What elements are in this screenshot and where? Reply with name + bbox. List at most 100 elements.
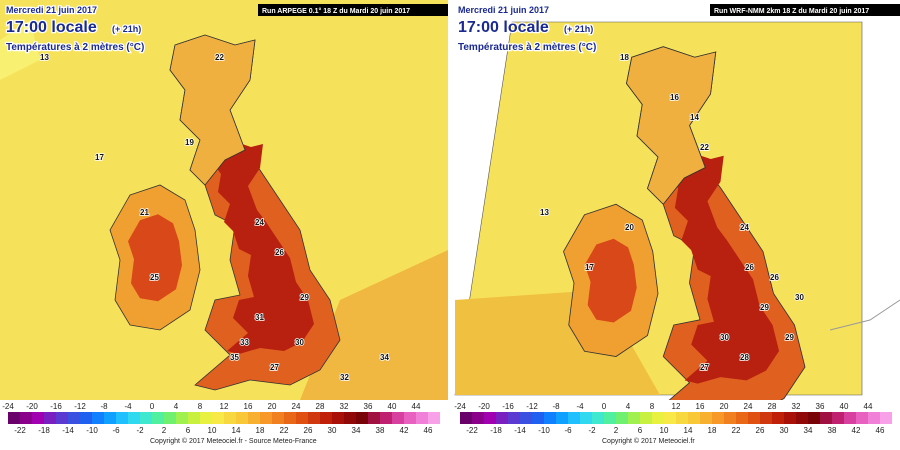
legend-bottom-label: -22	[466, 426, 478, 435]
legend-bottom-label: 34	[352, 426, 361, 435]
legend-bottom-label: -10	[86, 426, 98, 435]
temperature-label: 29	[760, 303, 769, 312]
temperature-label: 17	[585, 263, 594, 272]
legend-top-label: -12	[74, 402, 86, 411]
legend-bottom-label: 46	[424, 426, 433, 435]
forecast-time: 17:00 locale	[6, 19, 97, 36]
legend-swatch	[344, 412, 356, 424]
legend-swatch	[332, 412, 344, 424]
legend-swatch	[248, 412, 260, 424]
legend-swatch	[628, 412, 640, 424]
temperature-label: 13	[540, 208, 549, 217]
legend-top-label: 0	[602, 402, 607, 411]
legend-swatch	[104, 412, 116, 424]
legend-swatch	[748, 412, 760, 424]
legend-bottom-label: -6	[564, 426, 572, 435]
temperature-label: 18	[620, 53, 629, 62]
right-map	[452, 0, 900, 421]
legend-bottom-label: 14	[232, 426, 241, 435]
legend-swatch	[56, 412, 68, 424]
legend-bottom-label: 26	[756, 426, 765, 435]
legend-swatch	[92, 412, 104, 424]
legend-swatch	[772, 412, 784, 424]
legend-top-label: 40	[388, 402, 397, 411]
legend-bottom-label: 2	[614, 426, 619, 435]
temperature-label: 26	[275, 248, 284, 257]
legend-bottom-label: -2	[588, 426, 596, 435]
legend-swatch	[260, 412, 272, 424]
legend-top-label: 24	[292, 402, 301, 411]
legend-bottom-label: -6	[112, 426, 120, 435]
legend-top-label: 32	[792, 402, 801, 411]
legend-swatch	[320, 412, 332, 424]
legend-top-label: 8	[198, 402, 203, 411]
temperature-label: 16	[670, 93, 679, 102]
legend-bottom-label: 38	[828, 426, 837, 435]
temperature-label: 19	[185, 138, 194, 147]
legend-swatch	[236, 412, 248, 424]
legend-bottom-label: 14	[684, 426, 693, 435]
run-info: Run WRF-NMM 2km 18 Z du Mardi 20 juin 20…	[714, 8, 869, 15]
legend-bottom-label: -22	[14, 426, 26, 435]
legend-swatch	[32, 412, 44, 424]
legend-swatch	[640, 412, 652, 424]
legend-swatch	[532, 412, 544, 424]
legend-swatch	[520, 412, 532, 424]
temperature-label: 27	[700, 363, 709, 372]
legend-top-label: 32	[340, 402, 349, 411]
legend-swatch	[676, 412, 688, 424]
temperature-label: 33	[240, 338, 249, 347]
legend-bottom-label: -18	[38, 426, 50, 435]
legend-bottom-label: 10	[208, 426, 217, 435]
forecast-lead: (+ 21h)	[112, 24, 141, 34]
legend-swatch	[188, 412, 200, 424]
legend-swatch	[724, 412, 736, 424]
legend-swatch	[760, 412, 772, 424]
legend-swatch	[308, 412, 320, 424]
legend-bottom-label: -14	[514, 426, 526, 435]
left-map	[0, 0, 448, 400]
legend-top-label: 28	[316, 402, 325, 411]
legend-swatch	[416, 412, 428, 424]
temperature-label: 20	[625, 223, 634, 232]
legend-swatch	[200, 412, 212, 424]
legend-swatch	[176, 412, 188, 424]
legend-swatch	[284, 412, 296, 424]
legend-top-label: 12	[220, 402, 229, 411]
legend-bottom-label: 30	[328, 426, 337, 435]
legend-swatch	[880, 412, 892, 424]
legend-swatch	[496, 412, 508, 424]
legend-top-label: 4	[174, 402, 179, 411]
legend-bottom-label: 42	[852, 426, 861, 435]
legend-top-label: 20	[268, 402, 277, 411]
run-box	[710, 4, 900, 16]
legend-top-label: -4	[576, 402, 584, 411]
variable-name: Températures à 2 mètres (°C)	[6, 42, 144, 53]
legend-swatch	[616, 412, 628, 424]
forecast-date: Mercredi 21 juin 2017	[458, 5, 549, 15]
legend-swatch	[392, 412, 404, 424]
legend-top-label: 36	[364, 402, 373, 411]
temperature-label: 14	[690, 113, 699, 122]
temperature-label: 29	[785, 333, 794, 342]
legend-swatch	[712, 412, 724, 424]
legend-top-label: 44	[412, 402, 421, 411]
temperature-label: 28	[740, 353, 749, 362]
legend-swatch	[784, 412, 796, 424]
legend-top-label: -8	[552, 402, 560, 411]
legend-top-label: -8	[100, 402, 108, 411]
legend-swatch	[140, 412, 152, 424]
legend-bottom-label: 46	[876, 426, 885, 435]
legend-top-label: -24	[454, 402, 466, 411]
legend-bottom-label: -18	[490, 426, 502, 435]
legend-swatch	[356, 412, 368, 424]
temperature-label: 30	[295, 338, 304, 347]
temperature-label: 13	[40, 53, 49, 62]
legend-bottom-label: 10	[660, 426, 669, 435]
legend-bottom-label: 18	[256, 426, 265, 435]
forecast-lead: (+ 21h)	[564, 24, 593, 34]
legend-swatch	[556, 412, 568, 424]
temperature-label: 29	[300, 293, 309, 302]
legend-top-label: -4	[124, 402, 132, 411]
legend-swatch	[20, 412, 32, 424]
